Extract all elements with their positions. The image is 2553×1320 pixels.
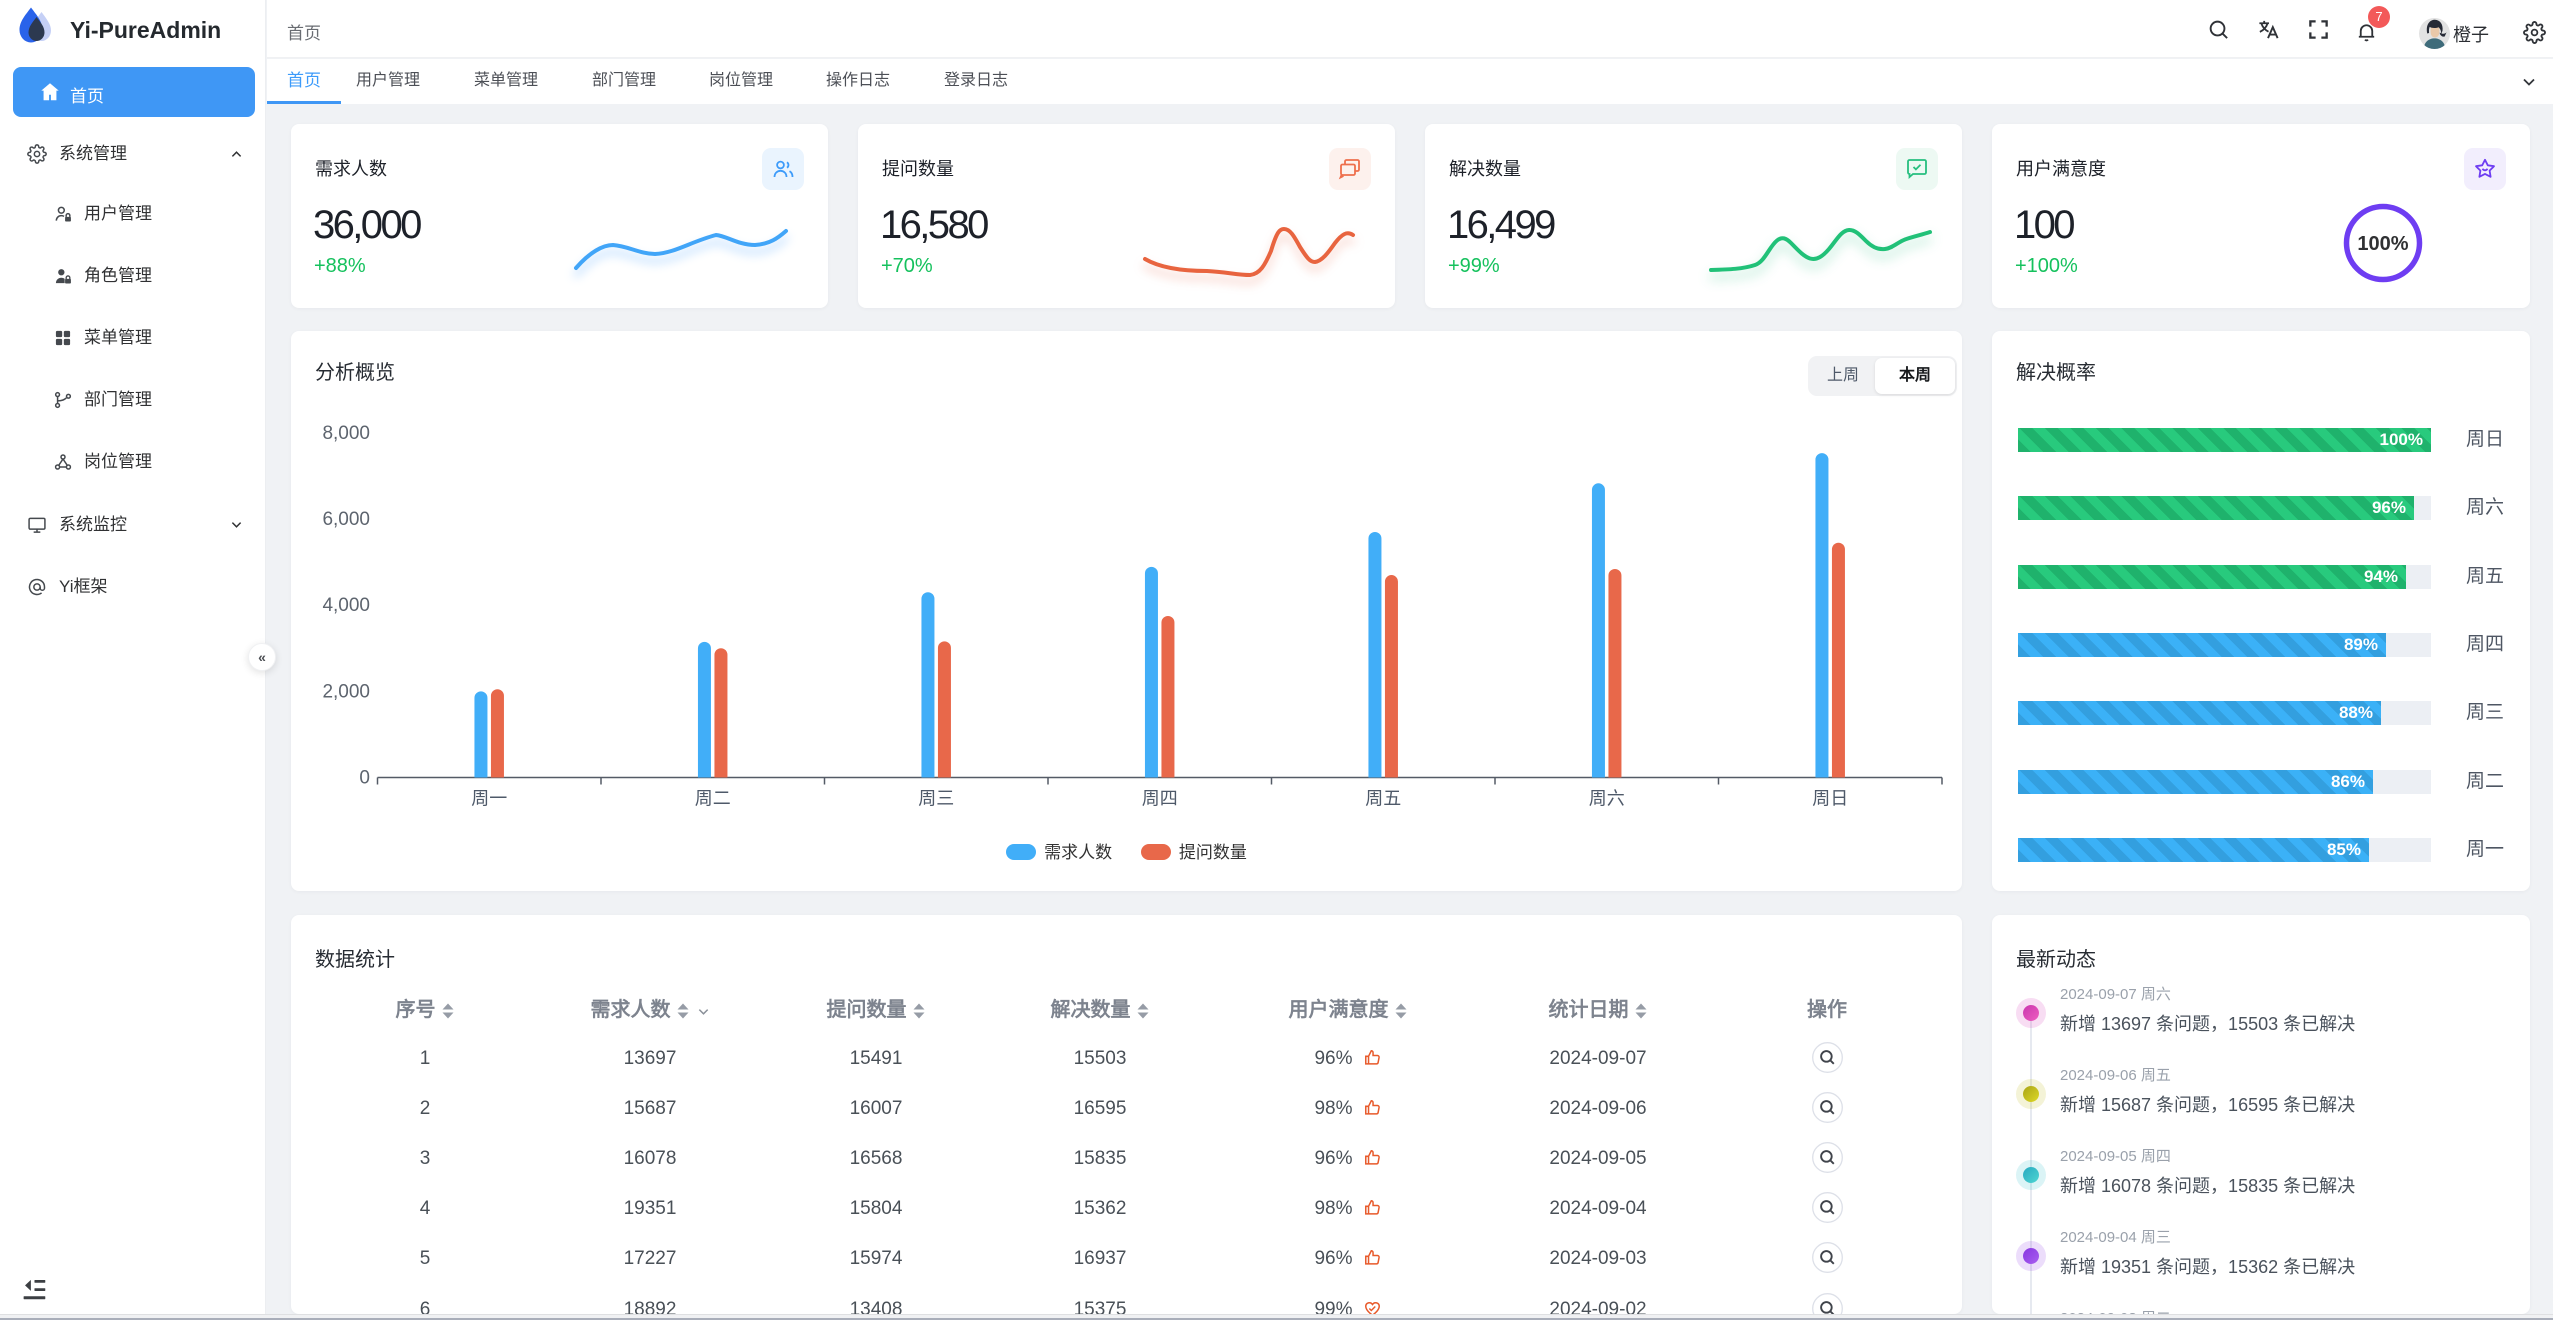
svg-text:周四: 周四 bbox=[1142, 789, 1178, 809]
svg-text:8,000: 8,000 bbox=[322, 423, 370, 444]
svg-text:100%: 100% bbox=[2357, 233, 2408, 255]
svg-text:周二: 周二 bbox=[695, 789, 731, 809]
svg-text:0: 0 bbox=[359, 768, 370, 789]
svg-text:周一: 周一 bbox=[471, 789, 507, 809]
svg-text:2,000: 2,000 bbox=[322, 681, 370, 702]
svg-text:周六: 周六 bbox=[1589, 789, 1625, 809]
svg-text:周日: 周日 bbox=[1812, 789, 1848, 809]
svg-text:周五: 周五 bbox=[1365, 789, 1401, 809]
svg-text:6,000: 6,000 bbox=[322, 509, 370, 530]
svg-text:4,000: 4,000 bbox=[322, 595, 370, 616]
svg-text:周三: 周三 bbox=[918, 789, 954, 809]
